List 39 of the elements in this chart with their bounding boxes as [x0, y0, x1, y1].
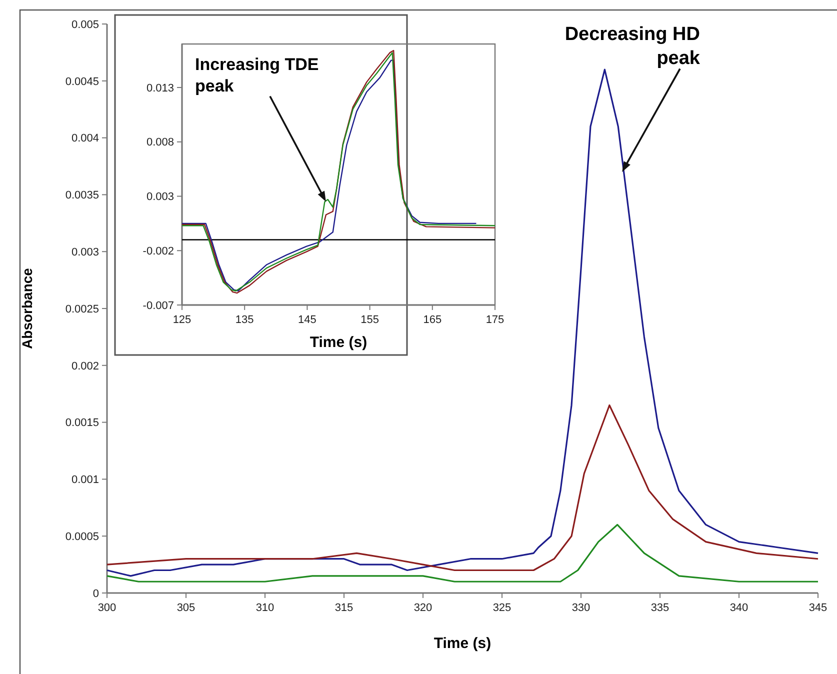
x-tick-label: 305: [176, 602, 196, 614]
x-tick-label: 145: [298, 314, 316, 326]
y-tick-label: 0.002: [71, 360, 99, 372]
x-tick-label: 125: [172, 314, 192, 326]
y-tick-label: 0.0035: [65, 190, 99, 202]
annotation: Decreasing HD peak: [564, 24, 700, 69]
x-tick-label: 135: [235, 314, 254, 326]
x-tick-label: 335: [650, 602, 670, 614]
y-tick-label: 0.003: [71, 246, 99, 258]
x-tick-label: 175: [486, 314, 504, 326]
x-axis-title: Time (s): [310, 334, 368, 351]
y-tick-label: 0.001: [71, 474, 99, 486]
y-tick-label: 0.008: [146, 136, 174, 149]
x-tick-label: 155: [360, 314, 379, 326]
x-tick-label: 330: [572, 602, 590, 614]
x-tick-label: 165: [423, 314, 442, 326]
y-tick-label: -0.007: [142, 300, 174, 312]
x-tick-label: 310: [256, 602, 274, 614]
line-series: [106, 404, 819, 572]
line-series: [106, 524, 819, 582]
y-tick-label: 0.0025: [65, 303, 99, 316]
x-tick-label: 325: [492, 602, 512, 614]
x-tick-label: 345: [808, 602, 828, 614]
annotation: Increasing TDE peak: [195, 55, 319, 96]
y-tick-label: 0.0005: [65, 530, 99, 543]
y-tick-label: 0.0015: [65, 417, 99, 430]
x-tick-label: 300: [98, 602, 116, 614]
y-tick-label: 0.0045: [65, 76, 99, 88]
y-tick-label: 0.013: [146, 82, 174, 94]
y-tick-label: -0.002: [142, 245, 174, 258]
y-tick-label: 0.004: [71, 132, 99, 145]
x-axis-title: Time (s): [434, 635, 492, 652]
x-tick-label: 315: [334, 602, 354, 614]
y-axis-title: Absorbance: [19, 268, 35, 349]
y-tick-label: 0.003: [146, 191, 174, 204]
x-tick-label: 340: [730, 602, 748, 614]
x-tick-label: 320: [414, 602, 432, 614]
y-tick-label: 0: [92, 588, 99, 600]
y-tick-label: 0.005: [71, 18, 99, 31]
